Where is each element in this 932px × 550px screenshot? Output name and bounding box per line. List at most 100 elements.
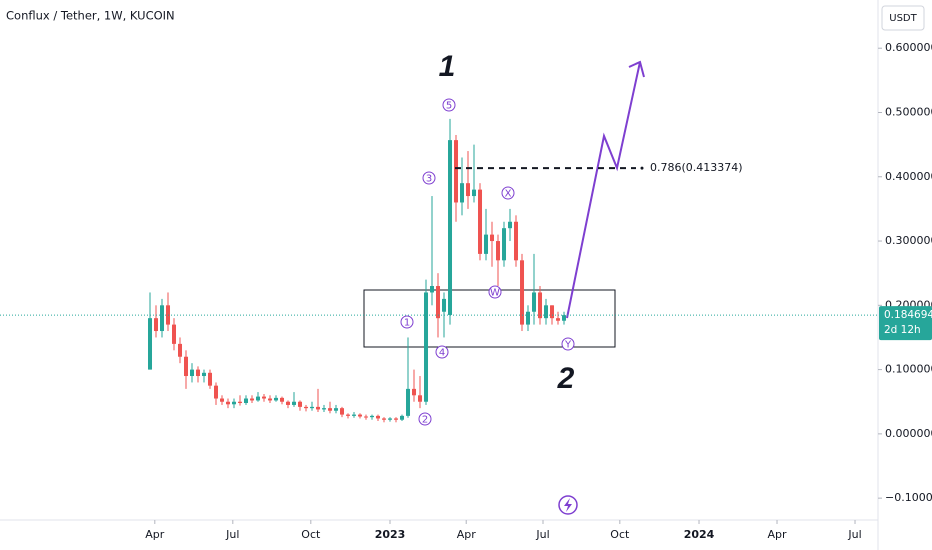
last-price-badge [879, 306, 932, 341]
candle-body [364, 416, 369, 418]
candle-body [412, 388, 417, 396]
candle-body [304, 406, 309, 409]
candle-body [268, 398, 273, 401]
x-tick-label: Jul [225, 528, 239, 541]
alert-icon[interactable] [558, 495, 578, 515]
candle-body [484, 234, 489, 254]
candle-body [310, 406, 315, 409]
candle-body [532, 292, 537, 312]
candle-body [238, 401, 243, 404]
wave-label: 4 [439, 348, 445, 359]
wave-circle [501, 186, 515, 200]
candle-body [160, 305, 165, 332]
currency-button[interactable] [881, 5, 925, 31]
candle-body [466, 183, 471, 197]
candle-body [256, 396, 261, 401]
candle-body [544, 305, 549, 319]
candle-body [388, 418, 393, 420]
candle-body [226, 401, 231, 405]
candle-body [190, 369, 195, 377]
x-tick-label: Oct [301, 528, 321, 541]
wave-label: 3 [426, 174, 432, 185]
candle-body [274, 397, 279, 401]
candle-body [454, 140, 459, 203]
candle-body [208, 372, 213, 386]
candle-body [244, 398, 249, 404]
candle-body [298, 401, 303, 407]
candle-body [196, 369, 201, 377]
wave-circle [400, 315, 414, 329]
candle-body [220, 398, 225, 402]
x-tick-label: Apr [768, 528, 788, 541]
wave-circle [418, 412, 432, 426]
candle-body [460, 183, 465, 203]
candle-body [442, 298, 447, 312]
x-tick-label: Jul [535, 528, 549, 541]
candle-body [358, 414, 363, 417]
candle-body [232, 401, 237, 405]
arrow-head [628, 60, 645, 78]
candle-body [490, 234, 495, 242]
candle-body [202, 372, 207, 377]
wave-circle [561, 337, 575, 351]
x-tick-label: 2024 [684, 528, 715, 541]
candle-body [328, 408, 333, 411]
wave-circle [435, 345, 449, 359]
candle-body [370, 415, 375, 418]
x-tick-label: 2023 [375, 528, 406, 541]
candle-body [448, 140, 453, 315]
candle-body [514, 221, 519, 261]
candle-body [322, 408, 327, 410]
y-tick-label: 0.000000 [885, 427, 932, 440]
candle-body [550, 305, 555, 319]
candle-body [262, 396, 267, 399]
candle-body [334, 408, 339, 411]
x-tick-label: Oct [610, 528, 630, 541]
wave-label: Y [564, 340, 572, 351]
candle-body [418, 395, 423, 402]
candle-body [154, 318, 159, 332]
candle-body [286, 401, 291, 405]
x-tick-label: Apr [457, 528, 477, 541]
candle-body [292, 401, 297, 405]
candle-body [340, 408, 345, 415]
candle-body [316, 406, 321, 410]
x-tick-label: Apr [145, 528, 165, 541]
projection-arrow [566, 61, 641, 319]
candle-body [148, 318, 153, 370]
candle-body [394, 418, 399, 420]
candle-body [496, 241, 501, 261]
x-tick-label: Jul [847, 528, 861, 541]
wave-degree-label: 2 [557, 362, 575, 395]
candle-body [352, 414, 357, 416]
wave-degree-label: 1 [439, 50, 456, 83]
candle-body [172, 324, 177, 344]
candle-body [376, 415, 381, 419]
candle-body [562, 315, 567, 321]
wave-label: 5 [446, 101, 452, 112]
candle-body [526, 311, 531, 325]
candle-body [406, 388, 411, 416]
countdown: 2d 12h [884, 324, 921, 336]
candle-body [556, 318, 561, 321]
fib-label: 0.786(0.413374) [650, 161, 743, 174]
wave-label: X [505, 189, 512, 200]
candle-body [184, 356, 189, 377]
candle-body [502, 228, 507, 261]
currency[interactable]: USDT [889, 13, 917, 24]
candle-body [430, 286, 435, 293]
candle-body [436, 286, 441, 319]
candle-body [520, 260, 525, 325]
fib-dot [640, 166, 644, 170]
candle-body [538, 292, 543, 319]
chart-title: Conflux / Tether, 1W, KUCOIN [6, 9, 175, 23]
candle-body [478, 189, 483, 254]
